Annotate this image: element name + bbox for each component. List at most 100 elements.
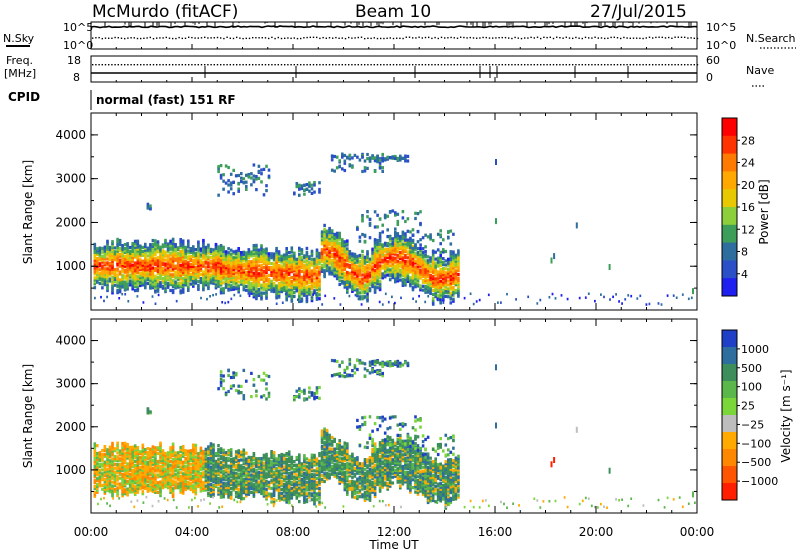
freq-dot <box>245 64 247 66</box>
echo-cell <box>396 269 400 273</box>
echo-cell <box>366 267 369 271</box>
echo-cell <box>240 266 243 270</box>
echo-cell <box>222 253 225 257</box>
echo-cell <box>257 260 261 264</box>
echo-cell <box>310 261 314 265</box>
echo-cell <box>232 180 235 184</box>
echo-cell <box>184 249 187 253</box>
echo-cell <box>103 245 107 249</box>
echo-cell <box>386 273 389 277</box>
echo-cell <box>169 245 172 249</box>
echo-cell <box>257 276 261 280</box>
echo-cell <box>154 475 157 479</box>
echo-cell <box>108 490 112 494</box>
echo-cell <box>232 168 235 172</box>
echo-cell <box>449 254 453 258</box>
echo-cell <box>447 289 450 293</box>
echo-cell <box>452 258 455 262</box>
echo-cell <box>383 255 387 259</box>
echo-cell <box>376 278 379 282</box>
echo-cell <box>313 190 316 194</box>
echo-cell <box>335 241 339 245</box>
echo-cell <box>149 272 152 276</box>
echo-cell <box>133 477 137 481</box>
echo-cell <box>103 277 107 281</box>
echo-cell <box>174 248 177 253</box>
freq-dot <box>261 64 263 66</box>
echo-cell <box>154 241 157 245</box>
echo-cell <box>98 272 102 276</box>
echo-cell <box>121 478 124 482</box>
echo-cell <box>237 272 240 276</box>
nsearch-dot <box>444 37 446 39</box>
echo-cell <box>424 245 427 249</box>
freq-dot <box>152 64 155 66</box>
echo-cell <box>275 294 278 298</box>
echo-cell <box>376 246 379 250</box>
echo-cell <box>111 494 114 498</box>
echo-cell <box>267 254 271 258</box>
echo-cell <box>325 243 329 247</box>
echo-cell <box>361 155 364 159</box>
freq-dot <box>258 64 260 66</box>
echo-cell <box>454 279 458 283</box>
echo-cell <box>666 294 669 297</box>
echo-cell <box>192 261 195 265</box>
echo-cell <box>113 269 117 274</box>
echo-cell <box>131 271 134 275</box>
echo-cell <box>404 267 407 271</box>
echo-cell <box>189 266 193 270</box>
echo-cell <box>116 255 119 259</box>
echo-cell <box>187 474 190 478</box>
echo-cell <box>156 486 160 491</box>
echo-cell <box>161 253 165 257</box>
echo-cell <box>169 279 172 283</box>
echo-cell <box>356 274 359 278</box>
echo-cell <box>267 287 271 291</box>
echo-cell <box>149 465 152 469</box>
echo-cell <box>174 266 177 270</box>
echo-cell <box>257 278 261 282</box>
echo-cell <box>199 473 203 477</box>
echo-cell <box>149 473 152 477</box>
echo-cell <box>169 259 172 263</box>
power-ylabel: Slant Range [km] <box>21 160 35 264</box>
echo-cell <box>295 261 299 265</box>
echo-cell <box>414 243 417 247</box>
nsearch-dot <box>556 36 558 38</box>
echo-cell <box>121 484 124 488</box>
echo-cell <box>431 296 435 300</box>
echo-cell <box>131 273 134 277</box>
echo-cell <box>133 487 137 491</box>
echo-cell <box>358 261 362 265</box>
echo-cell <box>136 473 140 477</box>
echo-cell <box>399 246 402 251</box>
echo-cell <box>406 241 410 245</box>
freq-dot <box>632 64 635 66</box>
echo-cell <box>204 277 208 281</box>
echo-cell <box>214 266 218 270</box>
echo-cell <box>217 166 220 170</box>
nsearch-dot <box>482 36 484 39</box>
echo-cell <box>194 267 198 271</box>
echo-cell <box>181 263 185 267</box>
echo-cell <box>118 240 122 245</box>
echo-cell <box>373 261 377 265</box>
echo-cell <box>207 279 210 283</box>
echo-cell <box>144 448 147 452</box>
echo-cell <box>411 272 415 276</box>
echo-cell <box>401 277 405 282</box>
echo-cell <box>358 235 362 239</box>
echo-cell <box>232 260 235 264</box>
echo-cell <box>368 221 372 225</box>
freq-dot <box>188 64 190 66</box>
echo-cell <box>348 153 352 157</box>
echo-cell <box>141 265 145 269</box>
echo-cell <box>272 276 276 280</box>
echo-cell <box>313 271 316 275</box>
echo-cell <box>204 259 208 263</box>
echo-cell <box>247 271 251 275</box>
echo-cell <box>126 462 129 466</box>
echo-cell <box>429 264 432 268</box>
echo-cell <box>229 248 233 252</box>
